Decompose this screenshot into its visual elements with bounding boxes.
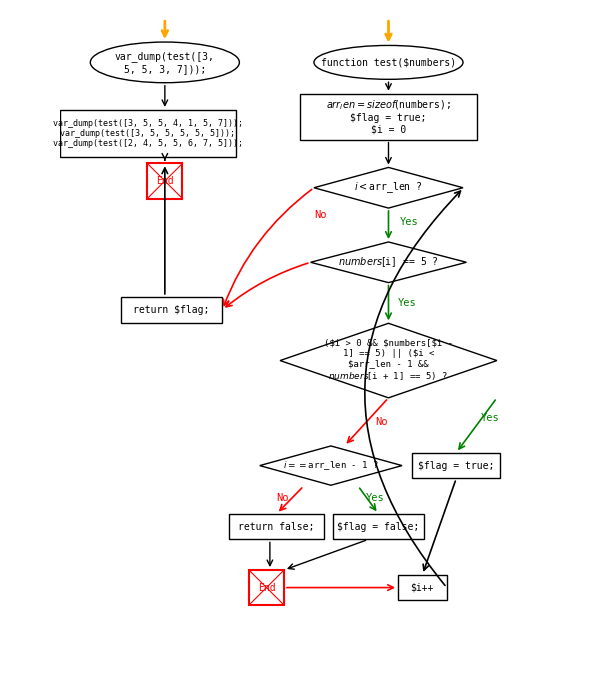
Ellipse shape (90, 42, 239, 83)
FancyBboxPatch shape (60, 110, 236, 158)
Polygon shape (314, 167, 463, 208)
Text: End: End (156, 176, 173, 186)
Text: $i < $arr_len ?: $i < $arr_len ? (354, 180, 423, 195)
Text: function test($numbers): function test($numbers) (321, 58, 456, 67)
Text: $flag = false;: $flag = false; (337, 522, 419, 532)
FancyBboxPatch shape (249, 570, 284, 605)
Polygon shape (311, 242, 466, 282)
Text: $numbers[$i] == 5 ?: $numbers[$i] == 5 ? (338, 255, 439, 269)
Text: return false;: return false; (238, 522, 315, 532)
FancyBboxPatch shape (121, 297, 223, 323)
Text: Yes: Yes (365, 493, 384, 503)
Text: ($i > 0 && $numbers[$i -
1] == 5) || ($i <
$arr_len - 1 &&
$numbers[$i + 1] == 5: ($i > 0 && $numbers[$i - 1] == 5) || ($i… (324, 339, 453, 382)
Text: Yes: Yes (481, 413, 500, 423)
Text: Yes: Yes (399, 217, 418, 227)
Ellipse shape (314, 45, 463, 79)
Text: End: End (258, 582, 275, 593)
FancyBboxPatch shape (147, 163, 182, 198)
Text: No: No (314, 210, 327, 220)
Text: No: No (276, 493, 288, 503)
Text: var_dump(test([3, 5, 5, 4, 1, 5, 7]));
var_dump(test([3, 5, 5, 5, 5, 5]));
var_d: var_dump(test([3, 5, 5, 4, 1, 5, 7])); v… (53, 119, 243, 149)
FancyBboxPatch shape (229, 514, 324, 539)
Polygon shape (260, 446, 402, 485)
Text: Yes: Yes (397, 298, 416, 308)
FancyBboxPatch shape (301, 94, 476, 139)
Text: return $flag;: return $flag; (134, 305, 210, 314)
FancyBboxPatch shape (412, 452, 500, 478)
FancyBboxPatch shape (333, 514, 424, 539)
Polygon shape (280, 323, 497, 398)
FancyBboxPatch shape (398, 575, 447, 600)
Text: $arr_len = sizeof($numbers);
$flag = true;
$i = 0: $arr_len = sizeof($numbers); $flag = tru… (326, 98, 451, 135)
Text: $i == $arr_len - 1 ?: $i == $arr_len - 1 ? (283, 459, 379, 472)
Text: $i++: $i++ (410, 582, 434, 593)
Text: var_dump(test([3,
5, 5, 3, 7]));: var_dump(test([3, 5, 5, 3, 7])); (115, 51, 215, 74)
Text: No: No (375, 416, 388, 427)
Text: $flag = true;: $flag = true; (418, 461, 494, 471)
